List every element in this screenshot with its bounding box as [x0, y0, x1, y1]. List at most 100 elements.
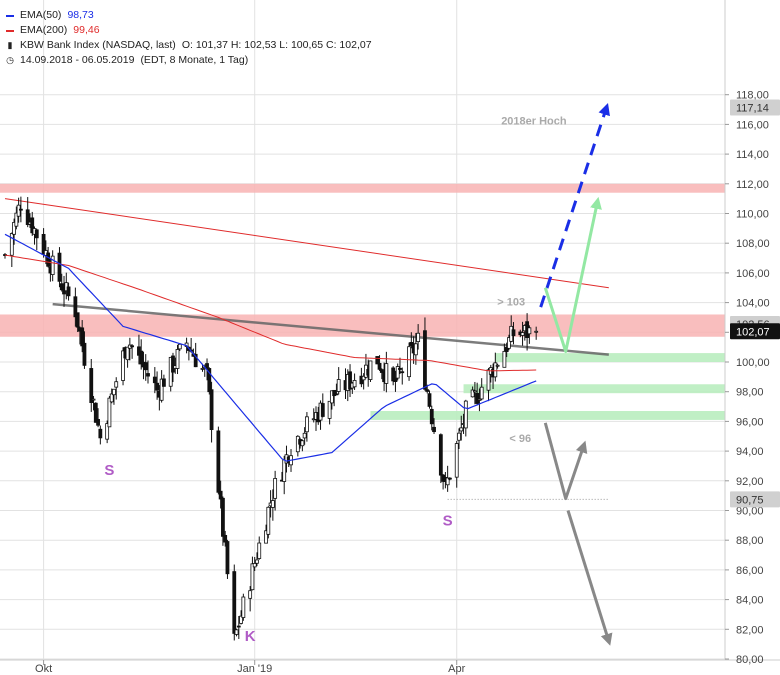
y-tick-label-16: 112,00 — [736, 179, 769, 191]
candle-body-45 — [146, 373, 150, 377]
grey-down-arrow — [566, 510, 613, 646]
legend-ema50: EMA(50) 98,73 — [6, 8, 372, 23]
candle-body-13 — [46, 252, 51, 267]
candle-body-50 — [161, 378, 166, 387]
last-price-label: 102,07 — [736, 326, 770, 338]
period-range: 14.09.2018 - 06.05.2019 — [20, 54, 135, 66]
candle-body-69 — [223, 534, 228, 543]
candle-body-82 — [266, 506, 271, 535]
annotation-4: K — [245, 628, 256, 645]
green-up-arrow — [543, 196, 602, 354]
candle-body-30 — [98, 428, 103, 439]
zones — [0, 183, 725, 420]
y-tick-label-5: 90,00 — [736, 506, 764, 518]
neckline-line — [52, 302, 609, 356]
resistance-zone-1 — [0, 314, 725, 337]
y-tick-label-1: 82,00 — [736, 624, 764, 636]
candle-body-79 — [255, 559, 259, 564]
candle-body-4 — [16, 204, 21, 217]
candle-body-64 — [207, 368, 212, 393]
candle-body-149 — [477, 398, 482, 401]
candle-body-77 — [250, 563, 255, 591]
candle-body-102 — [329, 390, 334, 404]
y-tick-label-13: 106,00 — [736, 268, 770, 280]
candle-body-28 — [93, 402, 98, 423]
y-tick-label-14: 108,00 — [736, 238, 770, 250]
candle-body-165 — [527, 327, 532, 335]
candle-body-6 — [25, 209, 30, 226]
candle-body-115 — [368, 360, 373, 380]
ema50-line — [4, 233, 537, 462]
candle-body-132 — [425, 389, 430, 392]
candle-body-120 — [384, 363, 389, 384]
legend-instrument: ▮ KBW Bank Index (NASDAQ, last) O: 101,3… — [6, 38, 372, 53]
candle-body-140 — [448, 477, 452, 480]
descending-resistance-line — [4, 198, 609, 289]
candle-body-3 — [14, 212, 19, 227]
ema50-value: 98,73 — [67, 9, 94, 21]
y-tick-label-8: 96,00 — [736, 416, 764, 428]
y-tick-label-0: 80,00 — [736, 654, 764, 666]
price-label-117-14: 117,14 — [736, 102, 769, 114]
candle-body-147 — [472, 390, 477, 393]
candle-body-27 — [91, 398, 96, 401]
candle-body-141 — [454, 443, 459, 478]
candle-body-52 — [171, 355, 175, 373]
support-zone-1 — [463, 384, 725, 394]
candle-body-116 — [375, 356, 380, 365]
candle-body-142 — [457, 432, 461, 441]
candle-body-46 — [152, 376, 157, 384]
candle-body-122 — [393, 378, 398, 382]
period-meta: (EDT, 8 Monate, 1 Tag) — [140, 54, 249, 66]
candle-body-130 — [416, 332, 421, 342]
candle-body-160 — [511, 329, 516, 337]
candle-body-32 — [107, 397, 112, 428]
candle-body-108 — [348, 371, 352, 390]
x-tick-label-2: Apr — [448, 663, 465, 675]
candle-body-74 — [239, 615, 243, 624]
candle-body-105 — [336, 379, 341, 392]
y-tick-label-6: 92,00 — [736, 476, 764, 488]
candle-body-148 — [475, 393, 480, 404]
candle-body-71 — [232, 571, 237, 634]
candle-body-38 — [125, 346, 130, 361]
candle-body-117 — [377, 362, 382, 370]
candle-body-101 — [327, 400, 332, 419]
candle-body-44 — [143, 362, 148, 371]
price-label-90-75: 90,75 — [736, 494, 764, 506]
clock-icon: ◷ — [6, 55, 14, 65]
candle-body-10 — [34, 229, 39, 239]
candle-body-118 — [379, 369, 384, 373]
blue-dashed-up-arrow — [539, 102, 610, 308]
legend-ema200: EMA(200) 99,46 — [6, 23, 372, 38]
candle-body-21 — [73, 296, 78, 318]
candlesticks — [3, 196, 539, 641]
candle-body-35 — [114, 381, 119, 388]
y-tick-label-18: 116,00 — [736, 119, 769, 131]
candle-body-66 — [216, 430, 221, 493]
ema-lines — [4, 233, 537, 462]
candle-body-33 — [109, 393, 114, 403]
candle-body-93 — [300, 440, 305, 447]
candle-body-16 — [57, 252, 62, 282]
ohlc-values: O: 101,37 H: 102,53 L: 100,65 C: 102,07 — [181, 39, 372, 51]
candle-body-17 — [59, 283, 64, 291]
candle-body-139 — [445, 477, 450, 486]
candle-body-55 — [177, 343, 182, 350]
ema50-label: EMA(50) — [20, 9, 62, 21]
bar-chart-icon: ▮ — [7, 40, 13, 50]
support-zone-2 — [370, 411, 725, 420]
annotation-3: S — [104, 462, 114, 479]
candle-body-47 — [155, 382, 159, 391]
candle-body-124 — [398, 367, 402, 370]
candle-body-36 — [121, 350, 125, 381]
trend-lines — [4, 198, 609, 500]
candle-body-129 — [413, 343, 418, 356]
y-tick-label-4: 88,00 — [736, 535, 764, 547]
candle-body-133 — [427, 393, 432, 407]
candle-body-80 — [257, 542, 262, 559]
ema200-label: EMA(200) — [20, 24, 68, 36]
candle-body-49 — [159, 378, 164, 401]
x-tick-label-0: Okt — [35, 663, 52, 675]
